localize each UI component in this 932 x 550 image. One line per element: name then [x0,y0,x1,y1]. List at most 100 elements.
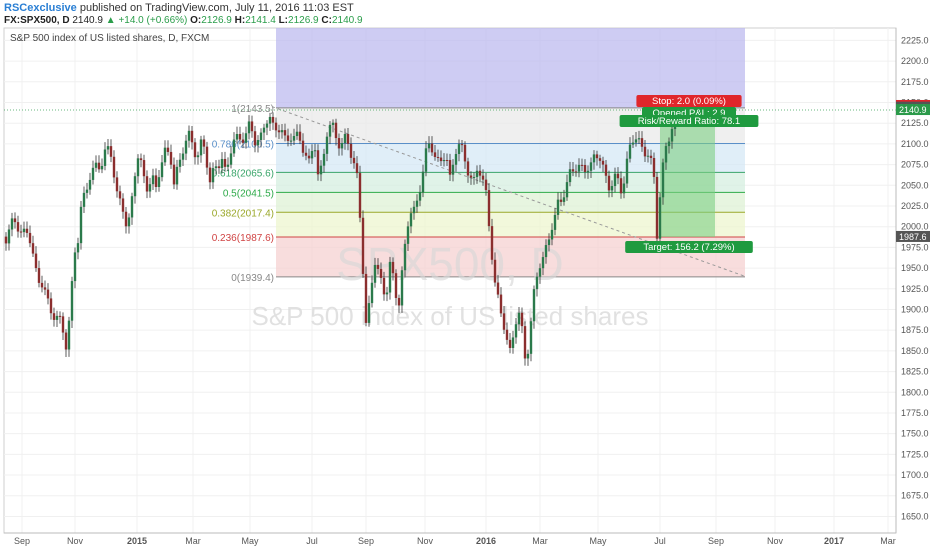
candle-body [625,158,629,184]
candle-body [340,142,344,149]
candle-body [523,326,527,359]
high-value: 2141.4 [245,15,276,26]
candle-body [442,159,446,162]
candle-body [388,261,392,293]
candle-body [457,144,461,155]
candle-body [196,155,200,158]
candle-body [58,315,62,317]
fib-zone-top [276,28,745,108]
candle-body [91,167,95,180]
candle-body [190,130,194,143]
candle-body [274,122,278,131]
y-tick-label: 2000.0 [901,222,929,232]
candle-body [85,189,89,193]
triangle-up-icon: ▲ [105,15,116,26]
candle-body [334,122,338,139]
candle-body [322,153,326,166]
y-tick-label: 1650.0 [901,511,929,521]
candle-body [181,153,185,160]
x-tick-label: May [589,536,607,546]
candle-body [580,164,584,166]
candle-body [52,313,56,320]
candle-body [490,226,494,260]
candle-body [454,154,458,165]
candle-body [541,257,545,269]
candle-body [415,200,419,207]
candle-body [163,147,167,163]
candle-body [4,236,8,244]
candle-body [193,142,197,158]
svg-text:Stop: 2.0 (0.09%): Stop: 2.0 (0.09%) [652,96,726,107]
candle-body [223,158,227,167]
candle-body [73,252,77,282]
candle-body [40,282,44,288]
candle-body [433,152,437,157]
candle-body [232,139,236,154]
candle-body [268,116,272,124]
candle-body [370,282,374,304]
candle-body [550,229,554,240]
candle-body [112,156,116,178]
candle-body [514,324,518,338]
candle-body [646,155,650,157]
candle-body [145,176,149,192]
svg-text:Target: 156.2 (7.29%): Target: 156.2 (7.29%) [643,242,734,253]
candle-body [664,146,668,163]
candle-body [397,297,401,306]
candle-body [430,143,434,153]
x-tick-label: Sep [358,536,374,546]
author-link[interactable]: RSCexclusive [4,2,77,14]
y-tick-label: 2175.0 [901,77,929,87]
candle-body [244,133,248,143]
candle-body [67,320,71,350]
candle-body [28,232,32,244]
candle-body [475,170,479,178]
candle-body [658,197,662,239]
y-tick-label: 1675.0 [901,491,929,501]
candle-body [352,157,356,164]
candle-body [631,142,635,145]
candle-body [547,239,551,246]
candle-body [202,139,206,147]
candle-body [604,164,608,176]
x-tick-label: 2015 [127,536,147,546]
candle-body [10,218,14,230]
price-tag-label: 1987.6 [899,232,927,242]
candle-body [424,148,428,172]
candle-body [313,150,317,152]
candle-body [298,131,302,141]
candle-body [70,281,74,321]
open-label: O: [190,15,202,26]
x-tick-label: Mar [185,536,201,546]
candle-body [43,287,47,290]
publish-line: RSCexclusive published on TradingView.co… [4,2,354,14]
candle-body [652,158,656,177]
candle-body [286,135,290,141]
x-tick-label: Nov [417,536,434,546]
candle-body [325,136,329,154]
candle-body [667,141,671,147]
candle-body [484,179,488,191]
price-change: +14.0 (+0.66%) [118,15,188,26]
candle-body [493,259,497,283]
candle-body [316,150,320,175]
candle-body [634,139,638,143]
candle-body [472,177,476,179]
x-tick-label: Sep [708,536,724,546]
stop-badge: Stop: 2.0 (0.09%) [636,95,742,107]
candle-body [628,144,632,159]
x-tick-label: 2017 [824,536,844,546]
candle-body [304,152,308,156]
candle-body [64,332,68,350]
candle-body [157,177,161,187]
candle-body [346,134,350,144]
candle-body [511,337,515,348]
candle-body [295,131,299,137]
symbol-label[interactable]: FX:SPX500, D [4,15,70,26]
ohlc-line: FX:SPX500, D 2140.9 ▲ +14.0 (+0.66%) O:2… [4,15,363,26]
candle-body [355,163,359,174]
candle-body [520,312,524,327]
candle-body [559,199,563,202]
candle-body [556,199,560,215]
